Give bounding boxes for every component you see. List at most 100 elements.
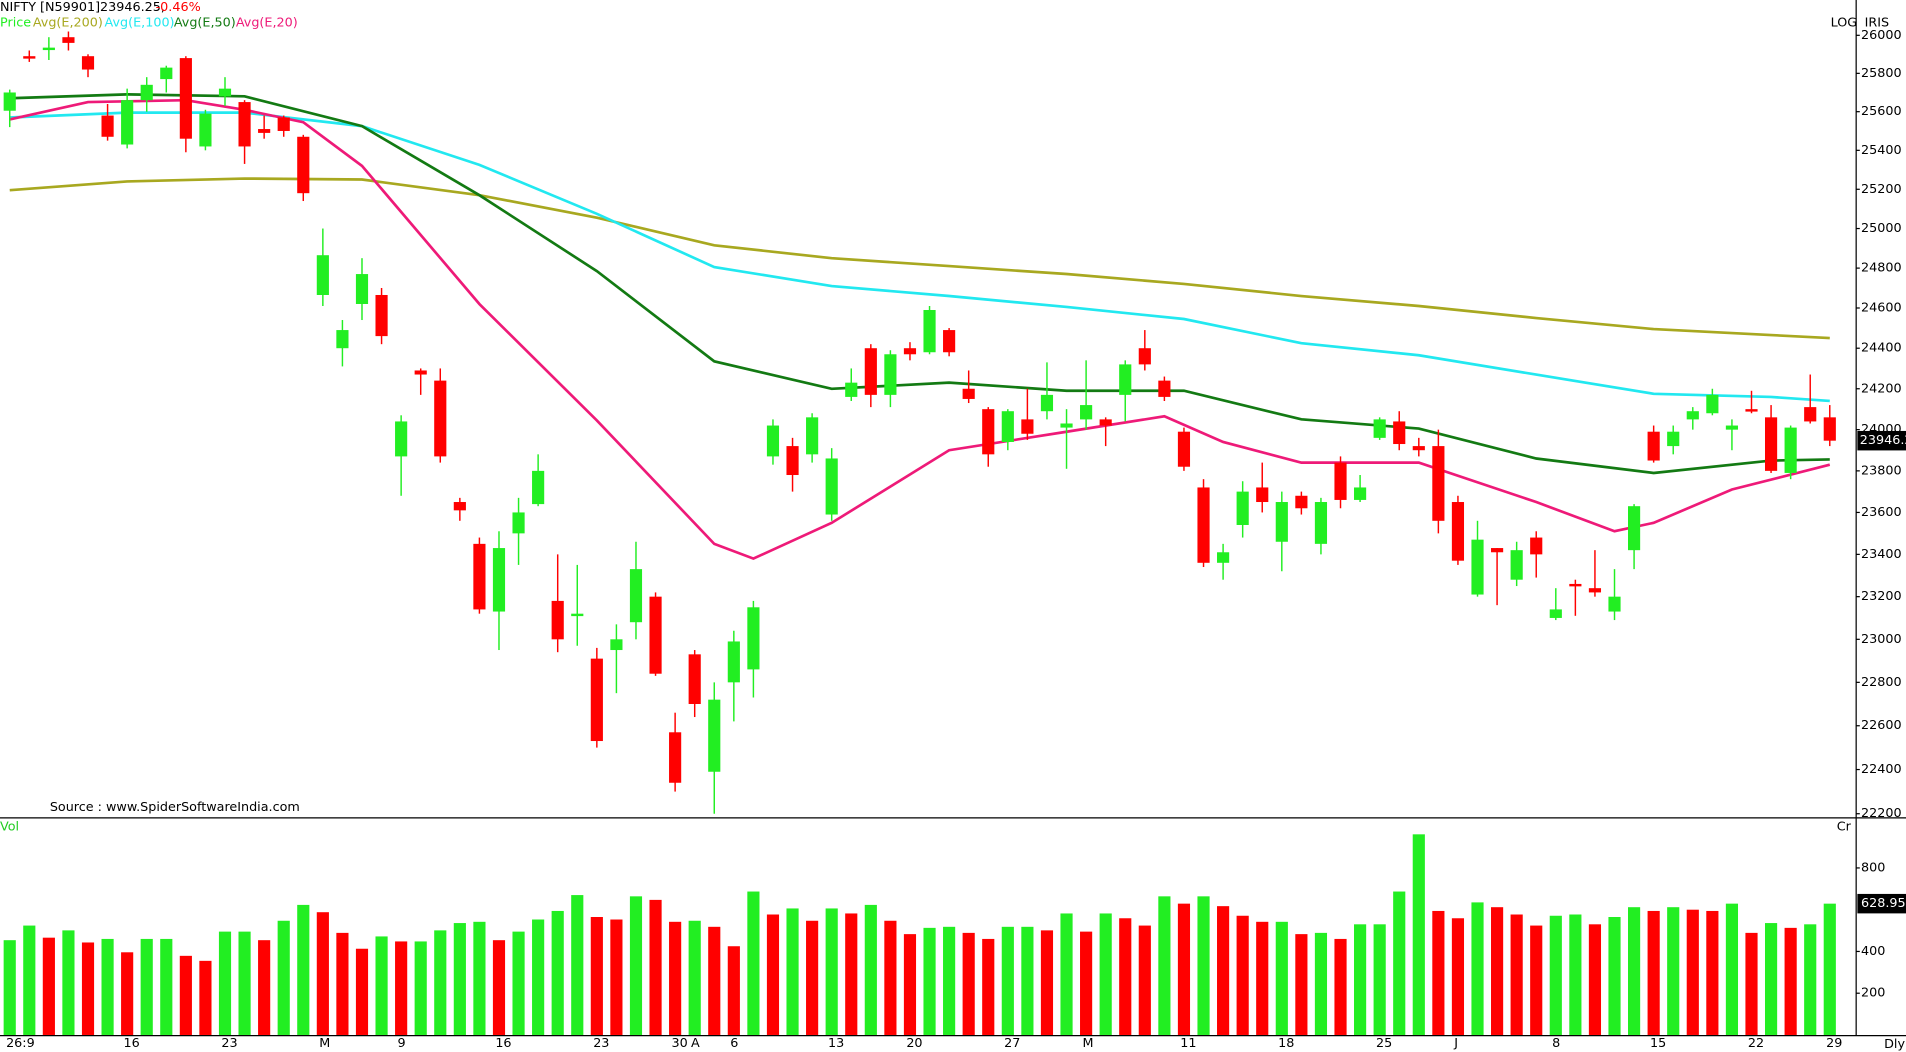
candle-body xyxy=(669,732,682,783)
volume-bar xyxy=(1177,903,1191,1035)
volume-bar xyxy=(160,938,173,1035)
candle-body xyxy=(23,56,36,59)
y-tick-label: 400 xyxy=(1861,944,1885,959)
candle-body xyxy=(81,56,95,70)
volume-bar xyxy=(629,896,643,1035)
volume-bar xyxy=(512,931,525,1035)
volume-bar xyxy=(1393,891,1406,1035)
candle-body xyxy=(1373,419,1386,438)
volume-bar xyxy=(806,920,819,1035)
x-tick-label: 25 xyxy=(1376,1036,1392,1051)
legend-entry: Avg(E,200) xyxy=(33,16,103,31)
y-tick-label: 22800 xyxy=(1861,675,1902,690)
source: Source : www.SpiderSoftwareIndia.com xyxy=(50,800,300,815)
candle-body xyxy=(1510,550,1523,580)
volume-bar xyxy=(962,932,975,1035)
y-tick-label: 25000 xyxy=(1861,221,1902,236)
x-tick-label: 22 xyxy=(1748,1036,1764,1051)
volume-bar xyxy=(1021,926,1034,1035)
x-tick-label: 30 xyxy=(671,1036,687,1051)
volume-bar xyxy=(62,930,75,1035)
x-tick-label: 16 xyxy=(495,1036,511,1051)
y-tick-label: 24400 xyxy=(1861,341,1902,356)
candle-body xyxy=(1451,502,1465,561)
candle-body xyxy=(297,136,310,194)
candle-body xyxy=(1001,411,1014,442)
volume-bar xyxy=(121,952,134,1035)
candle-body xyxy=(688,654,701,704)
change: -0.46% xyxy=(156,0,201,15)
moving-average-line xyxy=(9,93,1830,475)
candle-body xyxy=(962,388,975,399)
volume-bar xyxy=(708,926,721,1035)
volume-bar xyxy=(473,921,486,1035)
volume-bar xyxy=(1354,924,1367,1035)
volume-bar xyxy=(649,899,662,1035)
y-tick-label: 23000 xyxy=(1861,632,1902,647)
candle-body xyxy=(571,613,584,617)
volume-bar xyxy=(336,932,349,1035)
candle-body xyxy=(1040,394,1054,412)
y-tick-label: 24200 xyxy=(1861,381,1902,396)
candle-body xyxy=(1021,419,1034,434)
volume-bar xyxy=(1119,918,1132,1035)
candle-body xyxy=(1158,380,1171,397)
volume-bar xyxy=(610,919,623,1035)
y-tick-label: 23600 xyxy=(1861,505,1902,520)
candle-body xyxy=(1295,495,1308,509)
y-tick-label: 25400 xyxy=(1861,143,1902,158)
candle-body xyxy=(982,409,995,455)
candle-body xyxy=(1197,487,1210,563)
volume-bar xyxy=(1471,902,1484,1035)
candle-body xyxy=(551,600,564,640)
interval-label: Dly xyxy=(1884,1037,1905,1052)
volume-bar xyxy=(1764,923,1778,1035)
volume-bar xyxy=(1099,913,1112,1035)
candle-body xyxy=(512,512,525,534)
candle-body xyxy=(903,348,917,355)
legend-entry: Avg(E,50) xyxy=(174,16,236,31)
y-tick-label: 23400 xyxy=(1861,547,1902,562)
candle-body xyxy=(101,115,114,137)
volume-bar xyxy=(1236,915,1249,1035)
y-tick-label: 800 xyxy=(1861,860,1885,875)
candle-body xyxy=(199,113,212,147)
volume-bar xyxy=(3,940,16,1035)
candle-body xyxy=(1314,502,1328,544)
y-tick-label: 22200 xyxy=(1861,806,1902,821)
x-tick-label: 29 xyxy=(1826,1036,1842,1051)
volume-bar xyxy=(864,904,877,1035)
candle-body xyxy=(610,639,623,651)
volume-bar xyxy=(943,926,956,1035)
y-tick-label: 22400 xyxy=(1861,762,1902,777)
y-tick-label: 23200 xyxy=(1861,589,1902,604)
volume-bar xyxy=(81,942,95,1035)
candle-body xyxy=(1080,405,1093,420)
moving-average-line xyxy=(9,177,1830,340)
volume-bar xyxy=(1784,927,1797,1035)
x-tick-label: M xyxy=(319,1036,330,1051)
candle-body xyxy=(884,354,897,395)
chart-title: NIFTY [N59901]23946.25, xyxy=(0,0,165,15)
candle-body xyxy=(492,548,506,612)
candle-body xyxy=(825,458,838,515)
candle-body xyxy=(1060,423,1073,428)
volume-bar xyxy=(238,931,251,1035)
candle-body xyxy=(1217,552,1230,563)
candle-body xyxy=(42,47,55,51)
candle-body xyxy=(1764,417,1778,471)
x-tick-label: J xyxy=(1453,1036,1458,1051)
candle-body xyxy=(414,370,427,375)
candle-body xyxy=(923,309,936,353)
volume-bar xyxy=(766,914,780,1035)
volume-bar xyxy=(1060,913,1073,1035)
volume-bar xyxy=(688,920,701,1035)
candle-body xyxy=(395,421,408,457)
y-tick-label: 25200 xyxy=(1861,182,1902,197)
x-tick-label: 16 xyxy=(124,1036,140,1051)
candle-body xyxy=(1393,421,1406,445)
candle-body xyxy=(766,425,780,457)
volume-bar xyxy=(1451,918,1465,1035)
volume-bar xyxy=(1001,926,1014,1035)
